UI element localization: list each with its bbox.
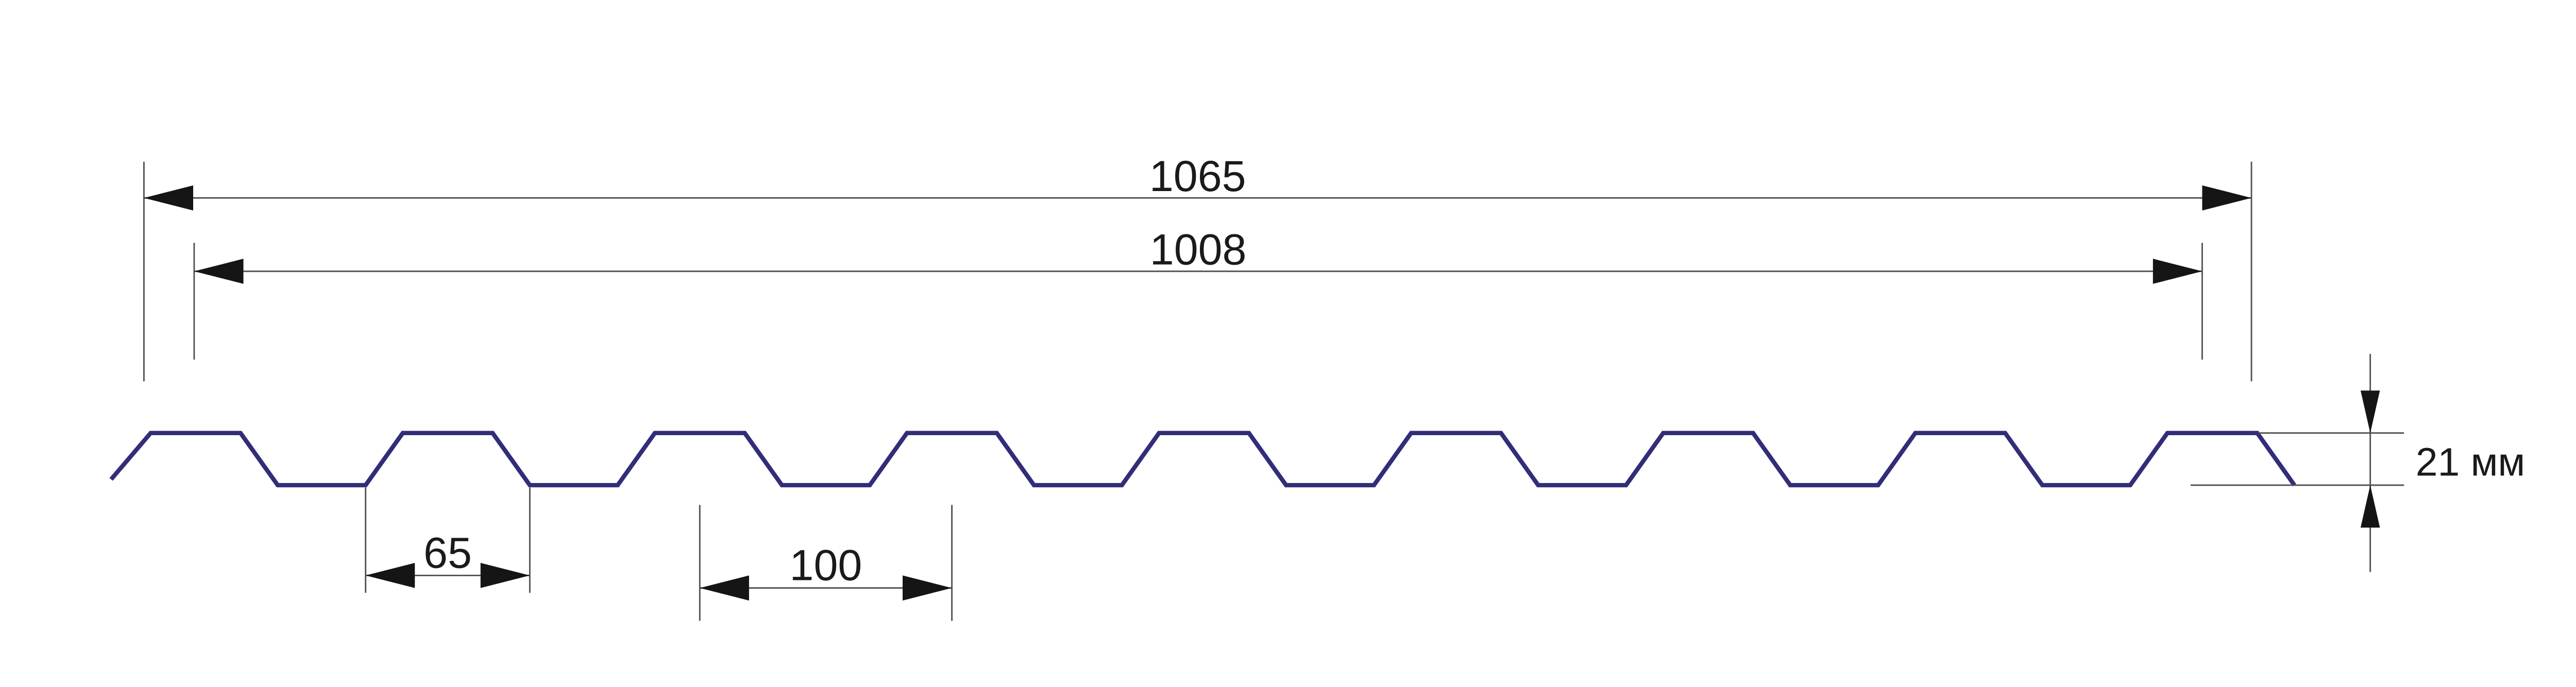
- sheet-profile-outline: [109, 431, 2296, 488]
- dimension-label-rib-pitch: 100: [790, 541, 862, 590]
- dimension-label-working-width: 1008: [1150, 226, 1247, 274]
- arrowhead-down-profile-height: [2360, 390, 2380, 433]
- arrowhead-right-working-width: [2153, 259, 2202, 284]
- dimension-label-profile-height: 21 мм: [2416, 440, 2526, 484]
- drawing-canvas: 1065 1008 65 100 21 мм: [109, 152, 2526, 621]
- arrowhead-left-overall-width: [144, 185, 193, 211]
- arrowhead-left-working-width: [194, 259, 244, 284]
- dimension-label-rib-base-width: 65: [423, 528, 472, 577]
- arrowhead-right-rib-pitch: [902, 575, 952, 601]
- arrowhead-left-rib-pitch: [700, 575, 749, 601]
- arrowhead-up-profile-height: [2360, 485, 2380, 528]
- corrugated-sheet-profile-drawing: 1065 1008 65 100 21 мм: [109, 152, 2526, 621]
- arrowhead-right-overall-width: [2202, 185, 2252, 211]
- dimension-label-overall-width: 1065: [1149, 152, 1246, 200]
- arrowhead-left-rib-base-width: [365, 562, 415, 588]
- arrowhead-right-rib-base-width: [480, 562, 530, 588]
